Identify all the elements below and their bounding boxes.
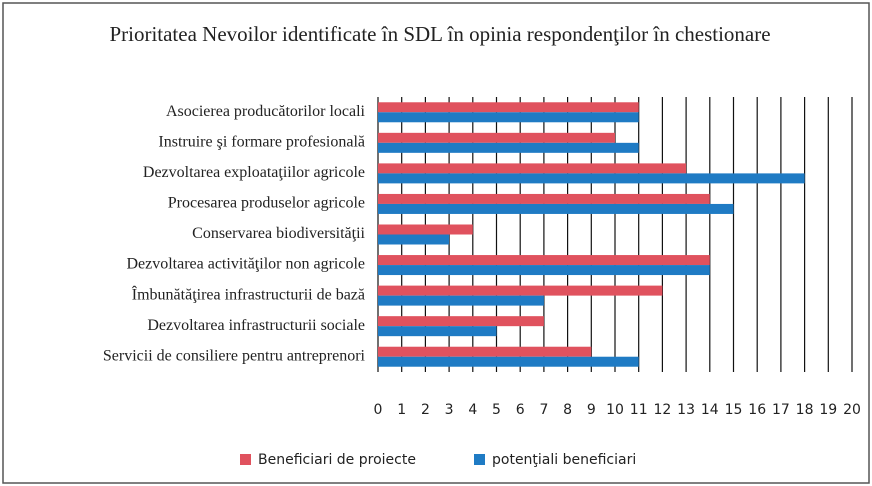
bar — [378, 163, 687, 174]
y-tick-label: Dezvoltarea infrastructurii sociale — [147, 317, 365, 334]
legend-swatch — [474, 454, 485, 465]
x-tick-label: 15 — [725, 402, 743, 418]
x-tick-label: 0 — [374, 402, 383, 418]
bar — [378, 173, 805, 184]
x-tick-label: 12 — [653, 402, 671, 418]
bar — [378, 356, 639, 367]
y-tick-label: Conservarea biodiversităţii — [192, 225, 365, 242]
bar — [378, 255, 710, 266]
bar — [378, 326, 497, 337]
bar — [378, 285, 663, 296]
x-tick-label: 20 — [843, 402, 861, 418]
bar — [378, 203, 734, 214]
x-tick-label: 7 — [539, 402, 548, 418]
bar — [378, 224, 473, 235]
y-tick-label: Dezvoltarea activităţilor non agricole — [126, 256, 365, 273]
legend-swatch — [240, 454, 251, 465]
bar — [378, 112, 639, 123]
bar — [378, 102, 639, 113]
y-tick-label: Instruire şi formare profesională — [158, 134, 365, 151]
x-tick-label: 5 — [492, 402, 501, 418]
x-tick-label: 18 — [796, 402, 814, 418]
bar — [378, 316, 544, 327]
x-tick-label: 10 — [606, 402, 624, 418]
bar — [378, 193, 710, 204]
y-tick-label: Asocierea producătorilor locali — [166, 103, 366, 120]
x-tick-label: 2 — [421, 402, 430, 418]
x-tick-label: 16 — [748, 402, 766, 418]
x-tick-label: 13 — [677, 402, 695, 418]
x-tick-label: 4 — [468, 402, 477, 418]
x-tick-label: 3 — [445, 402, 454, 418]
x-tick-label: 17 — [772, 402, 790, 418]
legend-label: potenţiali beneficiari — [492, 452, 636, 468]
y-tick-label: Îmbunătăţirea infrastructurii de bază — [132, 284, 365, 303]
x-tick-label: 8 — [563, 402, 572, 418]
x-tick-label: 1 — [397, 402, 406, 418]
y-tick-label: Procesarea produselor agricole — [168, 195, 365, 212]
x-tick-label: 11 — [630, 402, 648, 418]
y-tick-label: Servicii de consiliere pentru antrepreno… — [103, 347, 366, 364]
bar — [378, 132, 615, 143]
bar — [378, 142, 639, 153]
y-tick-label: Dezvoltarea exploataţiilor agricole — [143, 164, 365, 181]
x-tick-label: 14 — [701, 402, 719, 418]
bar — [378, 346, 592, 357]
bar — [378, 295, 544, 306]
chart-title: Prioritatea Nevoilor identificate în SDL… — [109, 22, 771, 46]
bar — [378, 265, 710, 276]
x-tick-label: 19 — [819, 402, 837, 418]
bar — [378, 234, 450, 245]
x-tick-label: 9 — [587, 402, 596, 418]
legend-label: Beneficiari de proiecte — [258, 452, 416, 468]
x-tick-label: 6 — [516, 402, 525, 418]
